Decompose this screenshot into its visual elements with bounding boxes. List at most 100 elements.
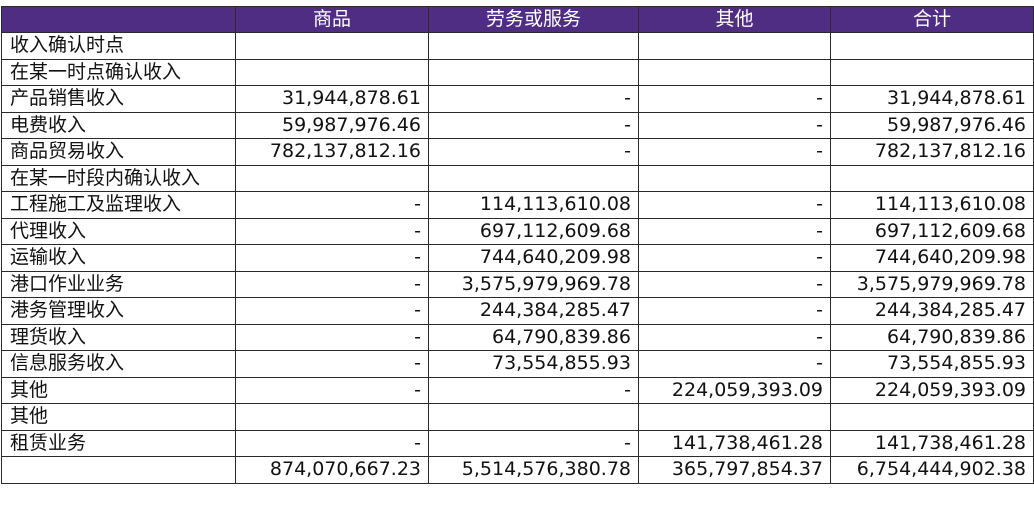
goods-cell: - [235, 270, 429, 298]
services-cell: 3,575,979,969.78 [428, 270, 639, 298]
other-cell: 141,738,461.28 [638, 429, 831, 457]
services-cell [428, 164, 639, 192]
total-cell: 59,987,976.46 [830, 111, 1034, 139]
other-cell: - [638, 323, 831, 351]
goods-cell: - [235, 244, 429, 272]
total-cell: 244,384,285.47 [830, 297, 1034, 325]
header-other: 其他 [638, 6, 831, 33]
revenue-breakdown-table: 商品 劳务或服务 其他 合计 收入确认时点 在某一时点确认收入 产品销售收入 31,9… [1, 6, 1034, 484]
table-row: 港口作业业务 -3,575,979,969.78-3,575,979,969.78 [1, 270, 1034, 298]
goods-cell [235, 403, 429, 431]
other-cell [638, 164, 831, 192]
other-cell: - [638, 85, 831, 113]
other-cell: - [638, 191, 831, 219]
header-total: 合计 [830, 6, 1034, 33]
goods-cell [235, 164, 429, 192]
row-label: 租赁业务 [1, 429, 236, 457]
total-cell: 697,112,609.68 [830, 217, 1034, 245]
table-row: 运输收入 -744,640,209.98-744,640,209.98 [1, 244, 1034, 272]
services-cell: 114,113,610.08 [428, 191, 639, 219]
table-row: 工程施工及监理收入 -114,113,610.08-114,113,610.08 [1, 191, 1034, 219]
other-cell: - [638, 138, 831, 166]
other-cell: - [638, 217, 831, 245]
goods-cell: - [235, 323, 429, 351]
goods-cell: - [235, 191, 429, 219]
table-row: 商品贸易收入 782,137,812.16- -782,137,812.16 [1, 138, 1034, 166]
total-cell: 141,738,461.28 [830, 429, 1034, 457]
goods-cell: - [235, 429, 429, 457]
other-cell: - [638, 270, 831, 298]
total-row: 874,070,667.23 5,514,576,380.78 365,797,85… [1, 456, 1034, 484]
services-cell: - [428, 429, 639, 457]
other-cell: - [638, 244, 831, 272]
total-cell: 744,640,209.98 [830, 244, 1034, 272]
table-row: 其他 - -224,059,393.09 224,059,393.09 [1, 376, 1034, 404]
total-cell [830, 32, 1034, 60]
services-cell [428, 32, 639, 60]
total-cell: 31,944,878.61 [830, 85, 1034, 113]
total-cell: 73,554,855.93 [830, 350, 1034, 378]
row-label: 商品贸易收入 [1, 138, 236, 166]
total-cell: 224,059,393.09 [830, 376, 1034, 404]
table-body: 收入确认时点 在某一时点确认收入 产品销售收入 31,944,878.61- -31,9… [1, 32, 1034, 484]
other-cell [638, 58, 831, 86]
goods-cell [235, 58, 429, 86]
header-services: 劳务或服务 [428, 6, 639, 33]
other-cell [638, 403, 831, 431]
row-label: 产品销售收入 [1, 85, 236, 113]
table-row: 信息服务收入 -73,554,855.93-73,554,855.93 [1, 350, 1034, 378]
goods-cell: 31,944,878.61 [235, 85, 429, 113]
goods-cell: 59,987,976.46 [235, 111, 429, 139]
goods-cell: - [235, 297, 429, 325]
row-label: 在某一时点确认收入 [1, 58, 236, 86]
goods-cell: - [235, 217, 429, 245]
services-cell: - [428, 138, 639, 166]
other-cell: 224,059,393.09 [638, 376, 831, 404]
services-cell: - [428, 376, 639, 404]
other-cell: - [638, 350, 831, 378]
row-label: 电费收入 [1, 111, 236, 139]
services-cell: 64,790,839.86 [428, 323, 639, 351]
services-cell: - [428, 85, 639, 113]
goods-cell: 782,137,812.16 [235, 138, 429, 166]
row-label: 港务管理收入 [1, 297, 236, 325]
row-label: 港口作业业务 [1, 270, 236, 298]
row-label [1, 456, 236, 484]
table-row: 理货收入 -64,790,839.86-64,790,839.86 [1, 323, 1034, 351]
total-cell: 782,137,812.16 [830, 138, 1034, 166]
row-label: 理货收入 [1, 323, 236, 351]
row-label: 其他 [1, 376, 236, 404]
table-row: 代理收入 -697,112,609.68-697,112,609.68 [1, 217, 1034, 245]
services-cell: 73,554,855.93 [428, 350, 639, 378]
services-cell: 697,112,609.68 [428, 217, 639, 245]
table-row: 在某一时点确认收入 [1, 58, 1034, 86]
services-cell: 5,514,576,380.78 [428, 456, 639, 484]
row-label: 收入确认时点 [1, 32, 236, 60]
row-label: 代理收入 [1, 217, 236, 245]
table-row: 港务管理收入 -244,384,285.47-244,384,285.47 [1, 297, 1034, 325]
row-label: 运输收入 [1, 244, 236, 272]
row-label: 其他 [1, 403, 236, 431]
services-cell [428, 58, 639, 86]
goods-cell [235, 32, 429, 60]
goods-cell: - [235, 350, 429, 378]
services-cell [428, 403, 639, 431]
header-goods: 商品 [235, 6, 429, 33]
table-row: 电费收入 59,987,976.46- -59,987,976.46 [1, 111, 1034, 139]
row-label: 在某一时段内确认收入 [1, 164, 236, 192]
header-row: 商品 劳务或服务 其他 合计 [1, 6, 1034, 33]
other-cell: - [638, 111, 831, 139]
table-row: 产品销售收入 31,944,878.61- -31,944,878.61 [1, 85, 1034, 113]
row-label: 工程施工及监理收入 [1, 191, 236, 219]
other-cell [638, 32, 831, 60]
services-cell: - [428, 111, 639, 139]
total-cell: 114,113,610.08 [830, 191, 1034, 219]
total-cell: 64,790,839.86 [830, 323, 1034, 351]
total-cell: 6,754,444,902.38 [830, 456, 1034, 484]
services-cell: 244,384,285.47 [428, 297, 639, 325]
goods-cell: 874,070,667.23 [235, 456, 429, 484]
services-cell: 744,640,209.98 [428, 244, 639, 272]
goods-cell: - [235, 376, 429, 404]
table-row: 其他 [1, 403, 1034, 431]
table-row: 收入确认时点 [1, 32, 1034, 60]
